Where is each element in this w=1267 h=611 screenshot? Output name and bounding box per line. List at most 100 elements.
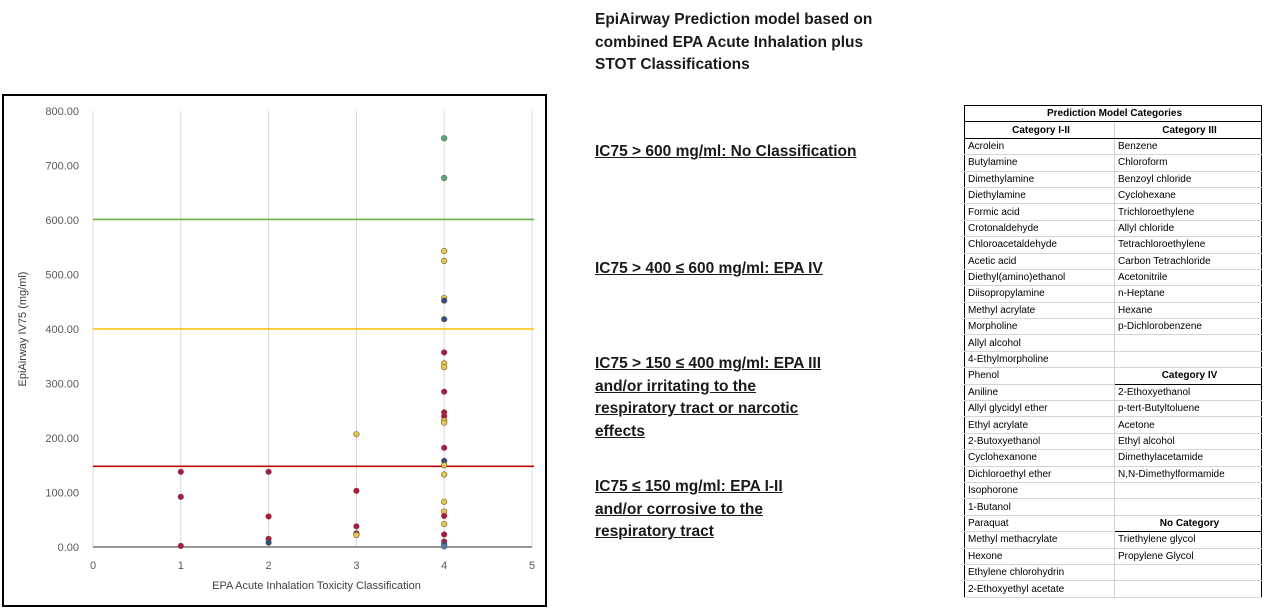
y-tick-label: 300.00	[45, 379, 79, 391]
title-line-3: STOT Classifications	[595, 56, 750, 73]
table-row: 1-Butanol	[964, 498, 1262, 516]
y-tick-label: 0.00	[58, 542, 79, 554]
table-cell-left: Ethylene chlorohydrin	[964, 564, 1115, 582]
data-point	[441, 462, 448, 469]
table-cell-right	[1114, 580, 1262, 598]
rule-text: respiratory tract or narcotic	[595, 400, 799, 417]
y-tick-label: 500.00	[45, 270, 79, 282]
data-point	[441, 247, 448, 255]
table-cell-right: Cyclohexane	[1114, 187, 1262, 205]
data-point	[441, 531, 448, 538]
data-point	[441, 174, 448, 182]
table-cell-right: N,N-Dimethylformamide	[1114, 466, 1262, 483]
table-row: Phenol Category IV	[964, 367, 1262, 385]
data-point	[441, 316, 448, 323]
table-cell-right: Dimethylacetamide	[1114, 449, 1262, 467]
x-tick-label: 1	[178, 560, 184, 572]
table-cell-left: 1-Butanol	[964, 498, 1115, 516]
table-row: Diethylamine Cyclohexane	[964, 187, 1262, 205]
rule-text: respiratory tract	[595, 523, 714, 540]
data-point	[353, 431, 360, 438]
data-point	[353, 523, 360, 530]
y-tick-label: 800.00	[45, 106, 79, 118]
y-tick-label: 200.00	[45, 433, 79, 445]
table-cell-left: Chloroacetaldehyde	[964, 236, 1115, 254]
table-cell-right: n-Heptane	[1114, 285, 1262, 303]
table-cell-right: Triethylene glycol	[1114, 531, 1262, 549]
x-tick-label: 5	[529, 560, 535, 572]
table-cell-left: Acrolein	[964, 138, 1115, 156]
table-cell-left: Crotonaldehyde	[964, 220, 1115, 238]
table-cell-left: Diisopropylamine	[964, 285, 1115, 303]
table-row: 2-Ethoxyethyl acetate	[964, 580, 1262, 598]
table-cell-right	[1114, 334, 1262, 352]
table-row: Allyl glycidyl ether p-tert-Butyltoluene	[964, 400, 1262, 418]
table-cell-left: Aniline	[964, 384, 1115, 402]
table-cell-left: Morpholine	[964, 318, 1115, 336]
table-row: Crotonaldehyde Allyl chloride	[964, 220, 1262, 238]
table-cell-right	[1114, 564, 1262, 582]
table-row: Formic acid Trichloroethylene	[964, 203, 1262, 221]
table-row: Isophorone	[964, 482, 1262, 500]
scatter-chart: 0 1 2 3 4 5 0.00 100.00 200.00 300.00 400.00 500.00…	[2, 94, 547, 607]
category-subheader: No Category	[1114, 515, 1262, 533]
x-axis-title: EPA Acute Inhalation Toxicity Classifica…	[212, 580, 421, 592]
table-cell-left: 2-Ethoxyethyl acetate	[964, 580, 1115, 598]
data-point	[353, 487, 360, 494]
data-point	[177, 542, 184, 550]
table-header-row: Category I-II Category III	[964, 121, 1262, 139]
table-cell-right: Acetone	[1114, 416, 1262, 434]
data-point	[441, 521, 448, 528]
rule-text: and/or irritating to the	[595, 377, 757, 395]
table-row: Diisopropylamine n-Heptane	[964, 285, 1262, 303]
table-row: Chloroacetaldehyde Tetrachloroethylene	[964, 236, 1262, 254]
rule-text: effects	[595, 422, 645, 440]
data-point	[441, 419, 448, 426]
table-row: Acetic acid Carbon Tetrachloride	[964, 253, 1262, 270]
data-point	[265, 468, 272, 475]
category-subheader: Category IV	[1114, 367, 1262, 385]
rule-no-classification: IC75 > 600 mg/ml: No Classification	[595, 141, 856, 164]
rule-text: and/or corrosive to the	[595, 500, 763, 518]
title-line-2: combined EPA Acute Inhalation plus	[595, 33, 864, 51]
rule-epa-iii: IC75 > 150 ≤ 400 mg/ml: EPA III and/or i…	[595, 353, 821, 443]
table-cell-left: Isophorone	[964, 482, 1115, 500]
table-cell-left: Ethyl acrylate	[964, 416, 1115, 434]
y-axis-title: EpiAirway IV75 (mg/ml)	[17, 272, 29, 387]
table-row: 4-Ethylmorpholine	[964, 351, 1262, 369]
table-cell-left: Allyl glycidyl ether	[964, 400, 1115, 418]
table-cell-left: Hexone	[964, 548, 1115, 565]
table-cell-right: Allyl chloride	[1114, 220, 1262, 238]
table-cell-left: Diethyl(amino)ethanol	[964, 269, 1115, 287]
table-cell-right: p-Dichlorobenzene	[1114, 318, 1262, 336]
table-cell-right: Tetrachloroethylene	[1114, 236, 1262, 254]
table-cell-left: Formic acid	[964, 203, 1115, 221]
data-point	[441, 543, 448, 550]
table-row: Diethyl(amino)ethanol Acetonitrile	[964, 269, 1262, 287]
data-point	[441, 135, 448, 142]
data-point	[441, 257, 448, 264]
table-cell-right: Propylene Glycol	[1114, 548, 1262, 565]
table-row: 2-Butoxyethanol Ethyl alcohol	[964, 433, 1262, 451]
data-point	[265, 539, 272, 546]
rule-text: IC75 > 400 ≤ 600 mg/ml: EPA IV	[595, 260, 823, 277]
table-cell-left: Diethylamine	[964, 187, 1115, 205]
table-cell-left: 4-Ethylmorpholine	[964, 351, 1115, 369]
table-cell-right	[1114, 351, 1262, 369]
table-row: Aniline 2-Ethoxyethanol	[964, 384, 1262, 402]
table-cell-right: Trichloroethylene	[1114, 203, 1262, 221]
y-tick-label: 100.00	[45, 488, 79, 500]
x-tick-label: 3	[353, 560, 359, 572]
x-tick-label: 0	[90, 560, 96, 572]
table-cell-right: Acetonitrile	[1114, 269, 1262, 287]
rule-text: IC75 > 150 ≤ 400 mg/ml: EPA III	[595, 355, 822, 372]
data-point	[177, 493, 184, 500]
table-row: Ethylene chlorohydrin	[964, 564, 1262, 582]
table-cell-right: 2-Ethoxyethanol	[1114, 384, 1262, 402]
table-cell-left: Methyl methacrylate	[964, 531, 1115, 549]
table-row: Ethyl acrylate Acetone	[964, 416, 1262, 434]
table-row: Butylamine Chloroform	[964, 154, 1262, 172]
table-cell-right: Carbon Tetrachloride	[1114, 253, 1262, 270]
data-point	[265, 513, 272, 520]
data-point	[441, 498, 448, 505]
